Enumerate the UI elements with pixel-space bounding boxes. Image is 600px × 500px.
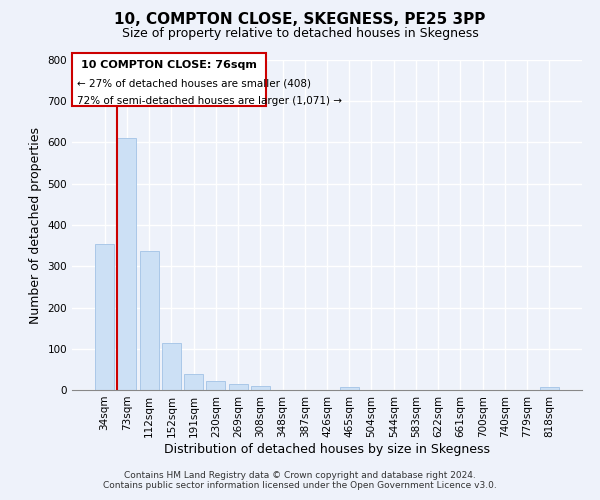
- Text: 10 COMPTON CLOSE: 76sqm: 10 COMPTON CLOSE: 76sqm: [81, 60, 257, 70]
- Bar: [184, 374, 203, 390]
- Text: Contains public sector information licensed under the Open Government Licence v3: Contains public sector information licen…: [103, 481, 497, 490]
- Bar: [162, 344, 181, 390]
- Bar: [95, 244, 114, 390]
- Text: ← 27% of detached houses are smaller (408): ← 27% of detached houses are smaller (40…: [77, 78, 311, 88]
- Bar: [540, 386, 559, 390]
- Bar: [229, 384, 248, 390]
- Y-axis label: Number of detached properties: Number of detached properties: [29, 126, 42, 324]
- Text: Contains HM Land Registry data © Crown copyright and database right 2024.: Contains HM Land Registry data © Crown c…: [124, 471, 476, 480]
- Bar: [118, 138, 136, 390]
- Text: Size of property relative to detached houses in Skegness: Size of property relative to detached ho…: [122, 28, 478, 40]
- X-axis label: Distribution of detached houses by size in Skegness: Distribution of detached houses by size …: [164, 442, 490, 456]
- Bar: [340, 386, 359, 390]
- Bar: [140, 250, 158, 390]
- Text: 10, COMPTON CLOSE, SKEGNESS, PE25 3PP: 10, COMPTON CLOSE, SKEGNESS, PE25 3PP: [115, 12, 485, 28]
- Text: 72% of semi-detached houses are larger (1,071) →: 72% of semi-detached houses are larger (…: [77, 96, 342, 106]
- Bar: [251, 386, 270, 390]
- Bar: [206, 381, 225, 390]
- FancyBboxPatch shape: [72, 54, 266, 106]
